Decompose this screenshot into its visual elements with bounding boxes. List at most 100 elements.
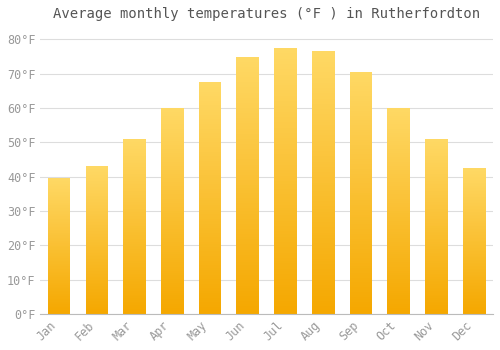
Bar — [312, 248, 334, 251]
Bar — [236, 190, 259, 193]
Bar — [86, 303, 108, 305]
Bar — [463, 204, 485, 206]
Bar — [199, 203, 222, 205]
Bar — [161, 236, 184, 238]
Bar — [161, 198, 184, 201]
Bar — [425, 179, 448, 181]
Bar — [388, 302, 410, 303]
Bar — [425, 174, 448, 176]
Bar — [124, 288, 146, 289]
Bar — [161, 151, 184, 153]
Bar — [48, 252, 70, 253]
Bar — [350, 208, 372, 210]
Bar — [312, 106, 334, 109]
Bar — [48, 292, 70, 294]
Bar — [236, 306, 259, 309]
Bar — [274, 189, 297, 191]
Bar — [425, 221, 448, 223]
Bar — [463, 219, 485, 220]
Bar — [86, 215, 108, 217]
Bar — [425, 200, 448, 202]
Bar — [199, 265, 222, 267]
Bar — [274, 168, 297, 170]
Bar — [425, 239, 448, 240]
Bar — [388, 244, 410, 246]
Bar — [388, 240, 410, 242]
Bar — [161, 176, 184, 178]
Bar — [86, 199, 108, 200]
Bar — [124, 260, 146, 261]
Bar — [236, 116, 259, 118]
Bar — [350, 101, 372, 103]
Bar — [425, 256, 448, 258]
Bar — [350, 258, 372, 261]
Bar — [124, 158, 146, 160]
Bar — [124, 253, 146, 254]
Bar — [425, 246, 448, 247]
Bar — [388, 198, 410, 201]
Bar — [199, 128, 222, 131]
Bar — [425, 237, 448, 239]
Bar — [236, 126, 259, 128]
Bar — [463, 264, 485, 266]
Bar — [124, 218, 146, 219]
Bar — [124, 242, 146, 244]
Bar — [199, 205, 222, 207]
Bar — [274, 298, 297, 301]
Bar — [161, 170, 184, 172]
Bar — [86, 289, 108, 290]
Bar — [161, 188, 184, 190]
Bar — [274, 77, 297, 80]
Bar — [350, 188, 372, 190]
Bar — [236, 206, 259, 208]
Bar — [236, 188, 259, 190]
Bar — [388, 110, 410, 112]
Bar — [350, 72, 372, 74]
Bar — [124, 244, 146, 246]
Bar — [274, 239, 297, 242]
Bar — [199, 210, 222, 212]
Bar — [86, 227, 108, 228]
Bar — [86, 237, 108, 239]
Bar — [124, 186, 146, 188]
Bar — [236, 157, 259, 160]
Bar — [48, 190, 70, 192]
Bar — [124, 233, 146, 235]
Bar — [463, 261, 485, 263]
Bar — [425, 251, 448, 253]
Bar — [425, 146, 448, 148]
Bar — [274, 309, 297, 311]
Bar — [86, 251, 108, 252]
Bar — [124, 170, 146, 172]
Bar — [86, 233, 108, 234]
Title: Average monthly temperatures (°F ) in Rutherfordton: Average monthly temperatures (°F ) in Ru… — [53, 7, 480, 21]
Bar — [463, 200, 485, 202]
Bar — [312, 261, 334, 264]
Bar — [425, 300, 448, 302]
Bar — [236, 56, 259, 59]
Bar — [86, 228, 108, 230]
Bar — [425, 312, 448, 314]
Bar — [124, 139, 146, 141]
Bar — [161, 178, 184, 180]
Bar — [124, 289, 146, 291]
Bar — [312, 54, 334, 57]
Bar — [86, 293, 108, 295]
Bar — [124, 188, 146, 190]
Bar — [312, 230, 334, 232]
Bar — [199, 244, 222, 247]
Bar — [463, 309, 485, 311]
Bar — [199, 168, 222, 170]
Bar — [236, 100, 259, 103]
Bar — [463, 253, 485, 254]
Bar — [161, 125, 184, 126]
Bar — [350, 304, 372, 307]
Bar — [236, 265, 259, 267]
Bar — [388, 141, 410, 143]
Bar — [312, 127, 334, 130]
Bar — [199, 212, 222, 214]
Bar — [274, 154, 297, 157]
Bar — [274, 56, 297, 58]
Bar — [48, 264, 70, 265]
Bar — [236, 72, 259, 75]
